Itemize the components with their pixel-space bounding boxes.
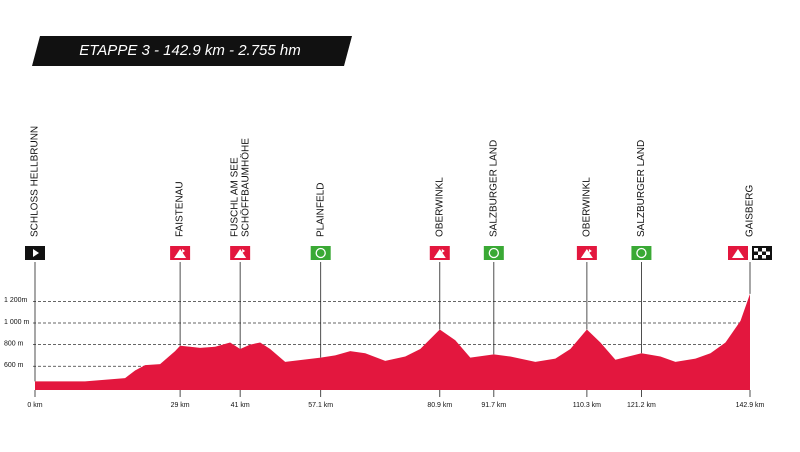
- checker: [766, 251, 770, 255]
- checker: [762, 255, 766, 259]
- waypoint-icon: [230, 246, 251, 260]
- checker: [762, 248, 766, 252]
- x-tick-label: 91.7 km: [481, 402, 506, 409]
- waypoint-name: FAISTENAU: [175, 181, 186, 237]
- y-tick-label: 800 m: [4, 340, 24, 347]
- sprint-circle: [488, 247, 499, 259]
- x-tick-label: 110.3 km: [573, 402, 601, 409]
- sprint-circle: [636, 247, 647, 259]
- waypoint-name: OBERWINKL: [582, 177, 593, 237]
- kom-mountain: [580, 249, 593, 258]
- y-tick-label: 600 m: [4, 362, 24, 369]
- x-tick-label: 0 km: [27, 402, 42, 409]
- waypoint-name: GAISBERG: [745, 185, 756, 237]
- chart-title: ETAPPE 3 - 142.9 km - 2.755 hm: [79, 42, 300, 59]
- waypoint-name: SALZBURGER LAND: [488, 140, 499, 237]
- sprint-icon: [631, 246, 652, 260]
- sprint-icon: [310, 246, 331, 260]
- kom-mountain: [234, 249, 247, 258]
- x-tick-label: 80.9 km: [427, 402, 452, 409]
- checker: [754, 248, 758, 252]
- elevation-area: [35, 293, 750, 390]
- x-tick-label: 121.2 km: [627, 402, 656, 409]
- x-tick-label: 57.1 km: [308, 402, 333, 409]
- start-arrow: [33, 249, 39, 257]
- kom-mountain: [433, 249, 446, 258]
- checker: [758, 251, 762, 255]
- waypoint-name: SALZBURGER LAND: [636, 140, 647, 237]
- waypoint-icon: [25, 246, 45, 260]
- title-banner: [32, 36, 352, 66]
- waypoint-name: SCHLOSS HELLBRUNN: [30, 126, 41, 237]
- checker: [754, 255, 758, 259]
- waypoint-name: SCHÖFFBAUMHÖHE: [239, 138, 251, 237]
- waypoint-icon: [170, 246, 191, 260]
- waypoint-name: PLAINFELD: [315, 183, 326, 237]
- kom-mountain: [174, 249, 187, 258]
- y-tick-label: 1 000 m: [4, 319, 29, 326]
- waypoint-icon: [728, 246, 772, 260]
- x-tick-label: 29 km: [171, 402, 190, 409]
- sprint-circle: [315, 247, 326, 259]
- x-tick-label: 142.9 km: [736, 402, 765, 409]
- sprint-icon: [483, 246, 504, 260]
- y-tick-label: 1 200m: [4, 297, 28, 304]
- waypoint-icon: [576, 246, 597, 260]
- waypoint-name: OBERWINKL: [434, 177, 445, 237]
- x-tick-label: 41 km: [231, 402, 250, 409]
- waypoint-icon: [483, 246, 504, 260]
- finish-mountain: [732, 249, 744, 258]
- waypoint-name: FUSCHL AM SEE: [229, 157, 240, 237]
- waypoint-icon: [429, 246, 450, 260]
- waypoint-icon: [310, 246, 331, 260]
- waypoint-icon: [631, 246, 652, 260]
